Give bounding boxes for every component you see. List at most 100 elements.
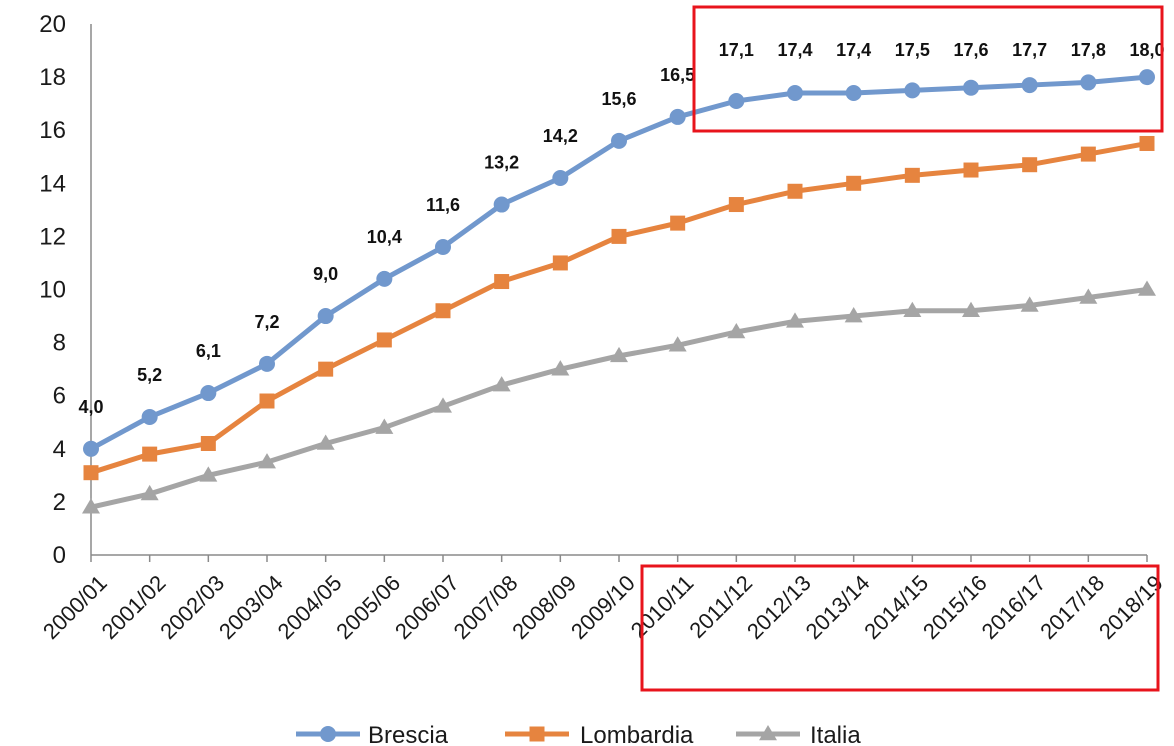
data-label: 9,0 <box>313 264 338 284</box>
data-point-lombardia <box>904 167 920 183</box>
x-tick-label: 2000/01 <box>38 570 112 644</box>
data-point-lombardia <box>846 175 862 191</box>
data-point-italia <box>551 360 570 376</box>
legend-label-lombardia: Lombardia <box>580 722 694 746</box>
x-tick-label: 2010/11 <box>626 570 699 643</box>
data-label: 13,2 <box>484 153 519 173</box>
data-point-italia <box>610 346 628 363</box>
data-point-brescia <box>141 408 158 425</box>
data-label: 17,6 <box>953 40 988 60</box>
data-label: 5,2 <box>137 365 162 385</box>
data-point-italia <box>727 322 746 339</box>
data-point-italia <box>1138 280 1156 296</box>
data-point-lombardia <box>142 446 158 462</box>
data-label: 17,4 <box>836 40 871 60</box>
legend-marker-italia <box>759 725 777 741</box>
data-point-brescia <box>1021 77 1038 94</box>
data-point-lombardia <box>1139 135 1155 151</box>
data-point-italia <box>1020 296 1039 312</box>
data-point-lombardia <box>376 332 392 348</box>
y-tick-label: 2 <box>53 489 66 516</box>
data-point-lombardia <box>494 274 510 290</box>
x-tick-label: 2014/15 <box>859 570 933 644</box>
x-tick-label: 2003/04 <box>214 570 288 644</box>
data-point-lombardia <box>259 393 275 409</box>
legend-marker-lombardia <box>529 726 545 742</box>
data-point-brescia <box>904 82 921 99</box>
data-point-italia <box>199 466 218 482</box>
y-tick-label: 12 <box>39 223 66 250</box>
data-point-brescia <box>376 270 393 287</box>
data-label: 6,1 <box>196 341 221 361</box>
data-point-brescia <box>728 92 745 109</box>
data-point-italia <box>668 336 687 352</box>
data-point-italia <box>140 484 159 501</box>
y-tick-label: 8 <box>53 330 66 357</box>
legend-label-italia: Italia <box>810 722 861 746</box>
x-tick-label: 2001/02 <box>97 570 171 644</box>
data-point-italia <box>786 312 804 328</box>
y-tick-label: 20 <box>39 11 66 38</box>
data-label: 18,0 <box>1129 40 1164 60</box>
y-tick-label: 14 <box>39 170 66 197</box>
x-tick-label: 2005/06 <box>331 570 405 644</box>
y-tick-label: 16 <box>39 117 66 144</box>
x-tick-label: 2015/16 <box>918 570 992 644</box>
highlight-boxes <box>640 5 1164 692</box>
data-point-italia <box>492 376 511 392</box>
highlight-box-values <box>692 5 1164 133</box>
data-labels: 4,0 5,2 6,1 7,2 9,0 10,4 11,6 13,2 14,2 15,6 16,5 1… <box>78 40 1164 417</box>
x-tick-label: 2009/10 <box>566 570 640 644</box>
data-point-brescia <box>611 132 627 149</box>
data-label: 4,0 <box>78 397 103 417</box>
x-tick-label: 2007/08 <box>449 570 523 644</box>
data-point-lombardia <box>611 228 627 244</box>
y-tick-label: 18 <box>39 64 66 91</box>
series-line-italia <box>88 287 1150 510</box>
series-markers <box>82 69 1156 514</box>
data-point-lombardia <box>963 162 979 178</box>
data-label: 15,6 <box>601 89 636 109</box>
data-label: 16,5 <box>660 65 695 85</box>
data-label: 7,2 <box>254 312 279 332</box>
x-tick-label: 2004/05 <box>273 570 347 644</box>
data-point-italia <box>258 453 276 469</box>
data-point-italia <box>434 397 452 413</box>
x-tick-label: 2008/09 <box>507 570 581 644</box>
data-point-italia <box>903 301 922 318</box>
data-point-lombardia <box>200 435 216 451</box>
x-tick-label: 2006/07 <box>390 570 464 644</box>
data-label: 14,2 <box>543 126 578 146</box>
data-point-lombardia <box>435 303 451 319</box>
data-point-brescia <box>83 440 99 457</box>
data-point-brescia <box>1139 69 1155 86</box>
data-point-lombardia <box>318 361 334 377</box>
y-tick-label: 10 <box>39 277 66 304</box>
legend-marker-brescia <box>320 726 336 742</box>
x-tick-label: 2002/03 <box>155 570 229 644</box>
x-tick-label: 2013/14 <box>801 570 875 644</box>
data-point-brescia <box>669 108 686 125</box>
y-tick-label: 6 <box>53 383 66 410</box>
data-label: 17,7 <box>1012 40 1047 60</box>
x-tick-label: 2012/13 <box>742 570 816 644</box>
data-point-lombardia <box>83 465 99 481</box>
data-point-lombardia <box>552 255 568 271</box>
data-point-italia <box>316 434 335 450</box>
data-point-brescia <box>259 355 275 372</box>
data-point-lombardia <box>1080 146 1096 162</box>
data-label: 17,8 <box>1071 40 1106 60</box>
data-point-brescia <box>787 85 803 102</box>
data-point-italia <box>1079 288 1098 304</box>
x-tick-label: 2016/17 <box>977 570 1051 644</box>
data-label: 11,6 <box>426 195 460 215</box>
chart-legend: Brescia Lombardia Italia <box>296 722 861 746</box>
data-point-brescia <box>200 385 217 402</box>
data-point-lombardia <box>787 183 803 199</box>
data-point-brescia <box>493 196 510 213</box>
data-label: 17,5 <box>895 40 930 60</box>
data-point-brescia <box>845 85 862 102</box>
data-label: 17,4 <box>777 40 812 60</box>
data-label: 17,1 <box>719 40 754 60</box>
data-point-italia <box>82 498 100 514</box>
